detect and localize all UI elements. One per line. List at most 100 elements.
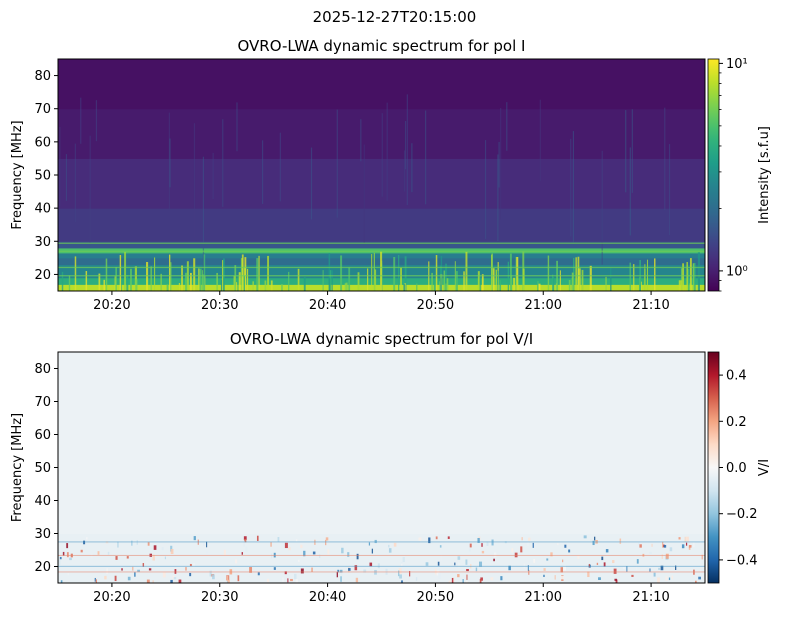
burst-streak bbox=[373, 252, 376, 291]
polarization-speckle bbox=[468, 548, 471, 552]
polarization-speckle bbox=[688, 546, 691, 550]
faint-streak bbox=[411, 143, 413, 193]
polarization-speckle bbox=[546, 558, 549, 561]
burst-streak bbox=[329, 270, 332, 291]
y-axis-label: Frequency [MHz] bbox=[10, 413, 25, 522]
polarization-speckle bbox=[295, 579, 299, 583]
polarization-speckle bbox=[665, 576, 668, 581]
polarization-speckle bbox=[481, 543, 483, 547]
polarization-speckle bbox=[193, 563, 195, 568]
polarization-speckle bbox=[398, 570, 400, 577]
x-tick-label: 20:30 bbox=[201, 298, 238, 313]
burst-streak bbox=[680, 280, 683, 291]
polarization-speckle bbox=[106, 568, 108, 574]
polarization-speckle bbox=[356, 553, 359, 560]
burst-streak bbox=[244, 257, 247, 291]
polarization-speckle bbox=[543, 568, 546, 571]
burst-streak bbox=[571, 272, 574, 291]
polarization-speckle bbox=[466, 580, 468, 583]
polarization-speckle bbox=[626, 566, 628, 572]
faint-streak bbox=[498, 141, 500, 188]
burst-streak bbox=[495, 269, 497, 291]
polarization-speckle bbox=[520, 546, 523, 553]
burst-streak bbox=[150, 266, 152, 291]
polarization-speckle bbox=[244, 538, 247, 543]
polarization-speckle bbox=[95, 579, 98, 583]
polarization-speckle bbox=[205, 550, 209, 556]
polarization-speckle bbox=[532, 542, 534, 548]
faint-streak bbox=[336, 109, 338, 218]
polarization-speckle bbox=[657, 577, 660, 583]
burst-streak bbox=[445, 283, 447, 291]
colorbar-tick-label: 10¹ bbox=[726, 57, 748, 72]
burst-streak bbox=[522, 268, 525, 291]
polarization-speckle bbox=[235, 574, 238, 577]
burst-streak bbox=[393, 256, 396, 291]
polarization-speckle bbox=[336, 572, 339, 578]
faint-streak bbox=[406, 94, 408, 206]
polarization-speckle bbox=[465, 559, 468, 565]
x-tick-label: 21:10 bbox=[632, 298, 669, 313]
polarization-speckle bbox=[312, 551, 316, 555]
burst-streak bbox=[367, 268, 369, 291]
burst-streak bbox=[61, 271, 64, 291]
polarization-speckle bbox=[543, 574, 545, 577]
faint-streak bbox=[386, 102, 388, 201]
polarization-speckle bbox=[290, 578, 293, 582]
frequency-band bbox=[58, 241, 705, 249]
polarization-speckle bbox=[479, 561, 483, 567]
faint-streak bbox=[360, 119, 362, 162]
polarization-speckle bbox=[148, 568, 152, 571]
polarization-speckle bbox=[67, 572, 70, 576]
y-tick-label: 20 bbox=[34, 268, 51, 283]
polarization-speckle bbox=[256, 535, 259, 541]
burst-streak bbox=[509, 253, 512, 291]
burst-streak bbox=[577, 256, 580, 291]
polarization-speckle bbox=[685, 542, 688, 546]
polarization-speckle bbox=[662, 541, 664, 548]
polarization-speckle bbox=[661, 554, 663, 559]
polarization-speckle bbox=[451, 577, 454, 583]
colorbar-tick-label: −0.4 bbox=[726, 553, 758, 568]
burst-streak bbox=[610, 267, 612, 291]
polarization-speckle bbox=[132, 566, 134, 571]
colorbar-gradient bbox=[707, 58, 720, 292]
y-axis-label: Frequency [MHz] bbox=[10, 120, 25, 229]
burst-streak bbox=[216, 272, 218, 291]
y-tick-label: 30 bbox=[34, 527, 51, 542]
polarization-speckle bbox=[457, 574, 460, 578]
polarization-speckle bbox=[152, 580, 154, 583]
polarization-speckle bbox=[402, 557, 405, 563]
polarization-speckle bbox=[193, 536, 196, 541]
polarization-speckle bbox=[658, 567, 660, 570]
polarization-speckle bbox=[85, 537, 88, 540]
y-tick-label: 70 bbox=[34, 395, 51, 410]
polarization-speckle bbox=[162, 572, 166, 578]
polarization-speckle bbox=[493, 552, 497, 558]
polarization-speckle bbox=[635, 566, 638, 571]
burst-streak bbox=[199, 268, 202, 291]
polarization-speckle bbox=[614, 578, 617, 581]
rfi-line bbox=[58, 565, 705, 567]
faint-streak bbox=[572, 131, 575, 245]
faint-streak bbox=[570, 138, 572, 237]
burst-streak bbox=[689, 258, 692, 291]
burst-streak bbox=[178, 282, 181, 291]
burst-streak bbox=[198, 268, 200, 291]
burst-streak bbox=[581, 269, 584, 291]
polarization-speckle bbox=[58, 559, 61, 565]
faint-streak bbox=[65, 154, 68, 201]
polarization-speckle bbox=[368, 542, 371, 546]
heatmap-area bbox=[58, 59, 705, 291]
burst-streak bbox=[446, 278, 449, 291]
faint-streak bbox=[261, 140, 264, 204]
rfi-line bbox=[58, 250, 705, 252]
polarization-speckle bbox=[174, 569, 177, 574]
panel-title: OVRO-LWA dynamic spectrum for pol I bbox=[238, 37, 526, 55]
faint-streak bbox=[539, 99, 541, 182]
panel-1: OVRO-LWA dynamic spectrum for pol I 20:20… bbox=[10, 37, 772, 313]
faint-streak bbox=[168, 112, 170, 225]
burst-streak bbox=[105, 258, 108, 291]
burst-streak bbox=[189, 272, 192, 291]
burst-streak bbox=[497, 270, 499, 291]
